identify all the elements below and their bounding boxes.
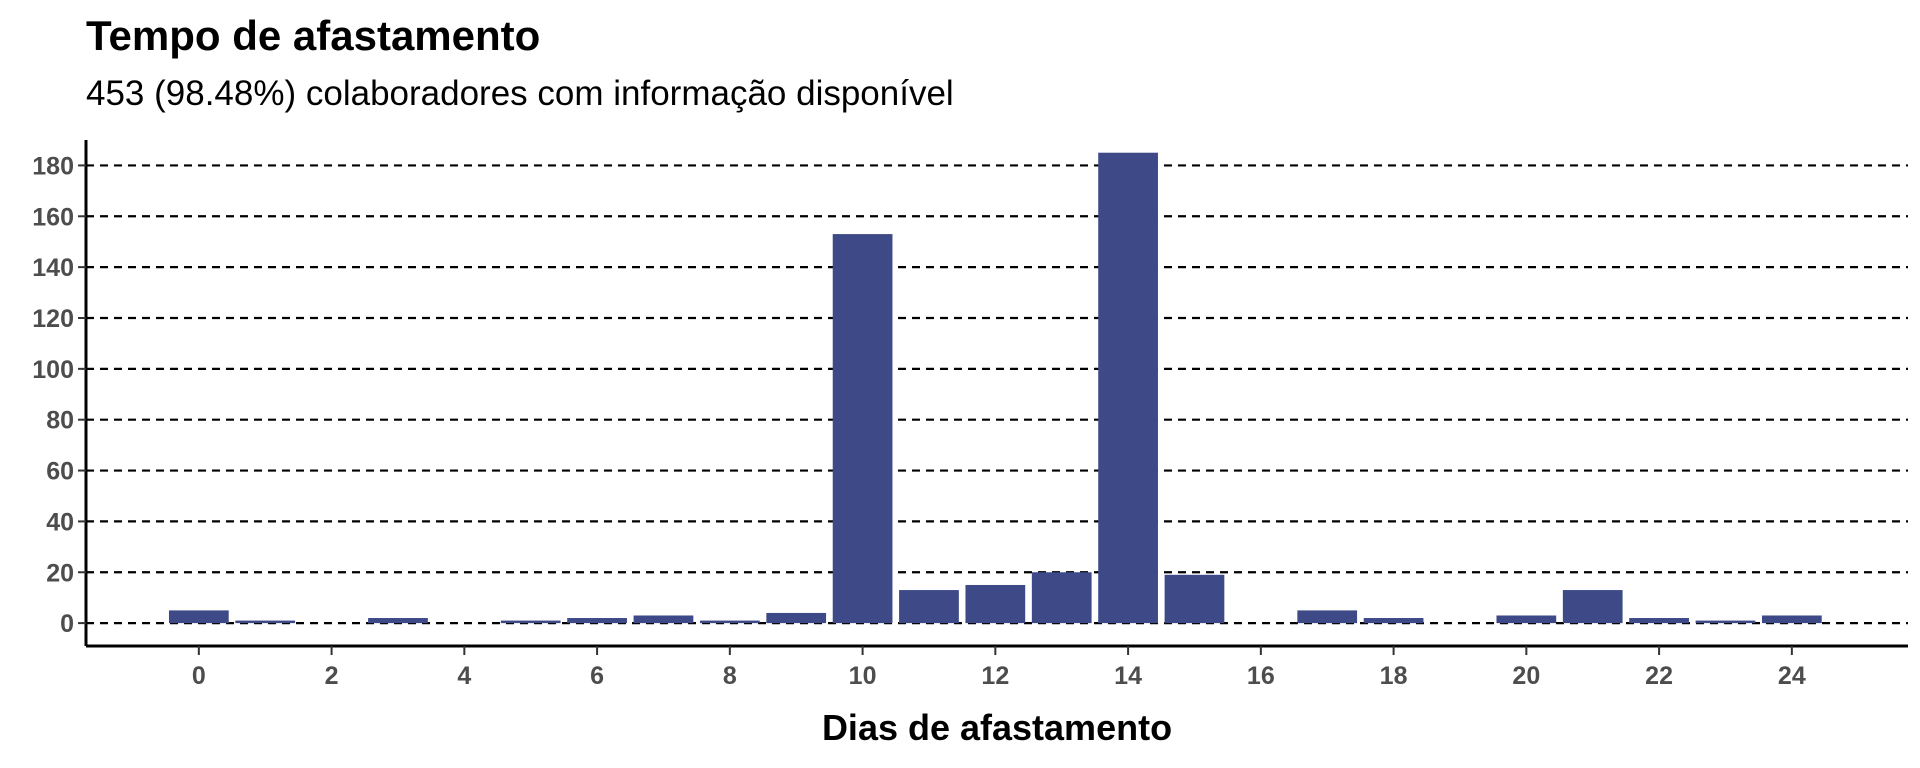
x-tick-label: 12 [981, 662, 1009, 690]
x-tick-label: 22 [1645, 662, 1673, 690]
y-tick-label: 60 [46, 458, 74, 486]
bar-1 [235, 620, 296, 624]
y-tick-label: 100 [32, 356, 74, 384]
bar-11 [899, 590, 959, 624]
bar-17 [1297, 610, 1358, 624]
bar-21 [1562, 590, 1623, 624]
bar-0 [168, 610, 229, 624]
bar-15 [1164, 574, 1225, 624]
bar-5 [500, 620, 561, 624]
chart-title: Tempo de afastamento [86, 12, 541, 59]
y-tick-label: 20 [46, 559, 74, 587]
x-tick-label: 14 [1114, 662, 1142, 690]
y-tick-labels: 0 20 40 60 80 100 120 140 160 180 [32, 152, 74, 638]
bar-12 [965, 584, 1026, 624]
x-tick-label: 8 [723, 662, 737, 690]
bar-13 [1031, 572, 1092, 624]
bar-23 [1695, 620, 1756, 624]
bar-14 [1098, 152, 1158, 624]
x-tick-label: 20 [1512, 662, 1540, 690]
bar-22 [1629, 618, 1689, 624]
y-tick-label: 160 [32, 203, 74, 231]
bar-6 [567, 618, 627, 624]
x-tick-labels: 0 2 4 6 8 10 12 14 16 18 20 22 24 [192, 662, 1806, 690]
y-tick-label: 140 [32, 254, 74, 282]
x-tick-label: 24 [1778, 662, 1806, 690]
bar-18 [1363, 618, 1424, 624]
chart-subtitle: 453 (98.48%) colaboradores com informaçã… [86, 74, 954, 113]
bar-9 [766, 612, 827, 624]
grid-lines [86, 164, 1908, 625]
y-tick-label: 0 [60, 610, 74, 638]
bar-8 [699, 620, 760, 624]
bar-24 [1761, 615, 1822, 624]
x-axis-title: Dias de afastamento [822, 707, 1172, 748]
axes [78, 140, 1908, 655]
bar-20 [1496, 615, 1557, 624]
x-tick-label: 10 [849, 662, 877, 690]
x-tick-label: 6 [590, 662, 604, 690]
x-tick-label: 18 [1380, 662, 1408, 690]
bar-10 [832, 234, 893, 624]
bar-3 [368, 618, 428, 624]
bar-7 [633, 615, 694, 624]
y-tick-label: 80 [46, 407, 74, 435]
y-tick-label: 180 [32, 152, 74, 180]
x-tick-label: 4 [457, 662, 471, 690]
y-tick-label: 40 [46, 508, 74, 536]
x-tick-label: 0 [192, 662, 206, 690]
bars-group [168, 152, 1822, 624]
x-tick-label: 2 [325, 662, 339, 690]
y-tick-label: 120 [32, 305, 74, 333]
x-tick-label: 16 [1247, 662, 1275, 690]
